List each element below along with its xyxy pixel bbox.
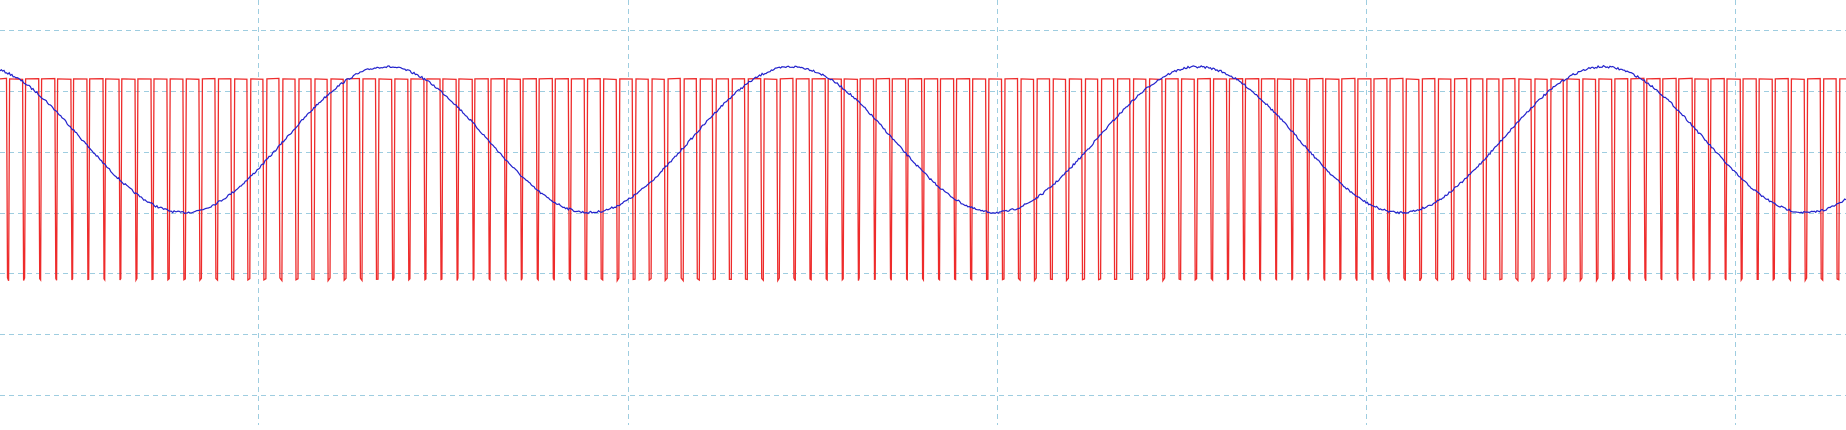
traces xyxy=(0,64,1846,283)
sine-trace xyxy=(0,64,1846,215)
pwm-trace xyxy=(0,77,1846,283)
